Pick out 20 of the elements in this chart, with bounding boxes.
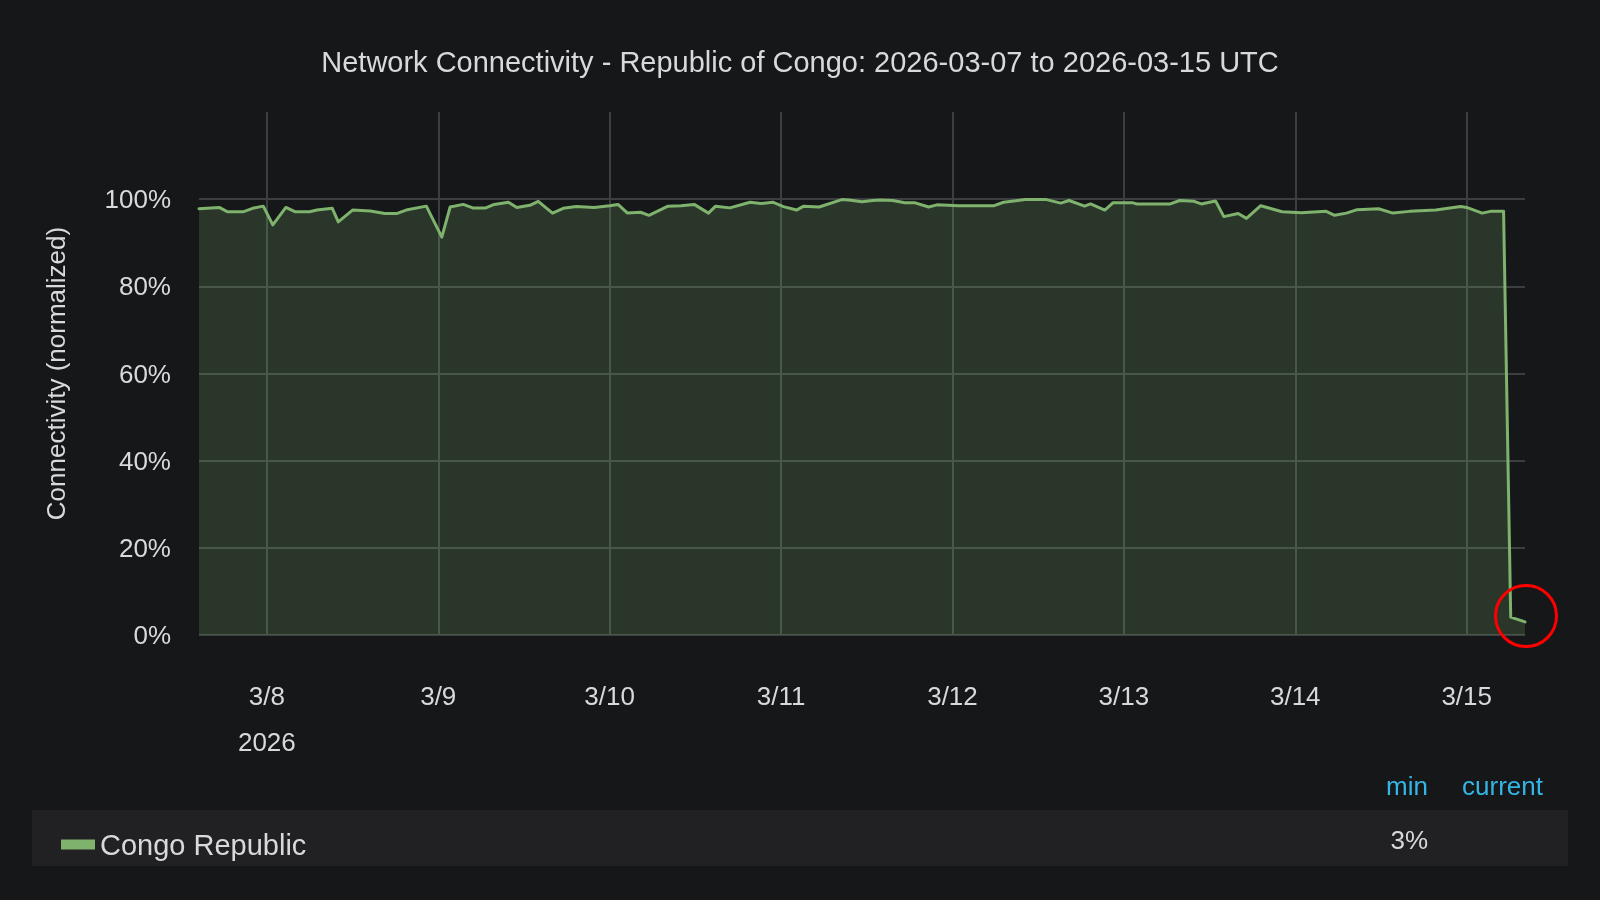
legend-label: Congo Republic <box>100 828 307 861</box>
x-tick-label: 3/15 <box>1441 681 1492 711</box>
x-tick-label: 3/8 2026 <box>237 681 296 757</box>
text: 3% <box>1390 825 1428 855</box>
text: current <box>1462 771 1544 801</box>
y-tick-label: 100% <box>104 184 171 215</box>
y-tick-label: 40% <box>118 445 171 476</box>
y-axis-title: Connectivity (normalized) <box>41 226 71 521</box>
x-tick-label: 3/10 <box>584 681 635 711</box>
y-tick-label: 20% <box>118 532 171 563</box>
text: min <box>1386 771 1428 801</box>
x-tick-label: 3/14 <box>1269 681 1321 711</box>
y-tick-label: 0% <box>133 620 171 650</box>
x-tick-label: 3/11 <box>756 681 806 711</box>
x-tick-label: 3/9 <box>420 681 457 711</box>
x-tick-label: 3/13 <box>1098 681 1150 711</box>
x-tick-label: 3/12 <box>927 681 978 711</box>
y-tick-label: 60% <box>118 358 171 389</box>
chart-title: Network Connectivity - Republic of Congo: 2026-03-07 to 2026-03-15 UTC <box>321 45 1279 78</box>
y-tick-label: 80% <box>118 271 171 302</box>
